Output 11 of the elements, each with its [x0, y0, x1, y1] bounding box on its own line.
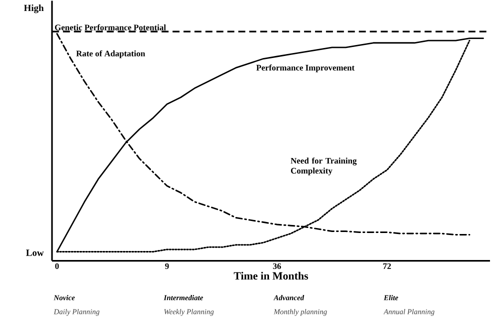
text: Low: [26, 250, 44, 256]
x-tick-label: 36: [273, 263, 281, 270]
series-label: Rate of Adaptation: [76, 50, 146, 58]
x-axis-title: Time in Months: [234, 272, 308, 280]
x-tick-label: 9: [165, 263, 169, 270]
text: High: [24, 4, 44, 14]
x-tick-label: 72: [383, 263, 391, 270]
ref-line-label: Genetic Performance Potential: [54, 24, 166, 30]
x-tick-label: 0: [55, 263, 59, 270]
series-label: Need for Training Complexity: [290, 158, 357, 176]
series-label: Performance Improvement: [256, 64, 355, 72]
